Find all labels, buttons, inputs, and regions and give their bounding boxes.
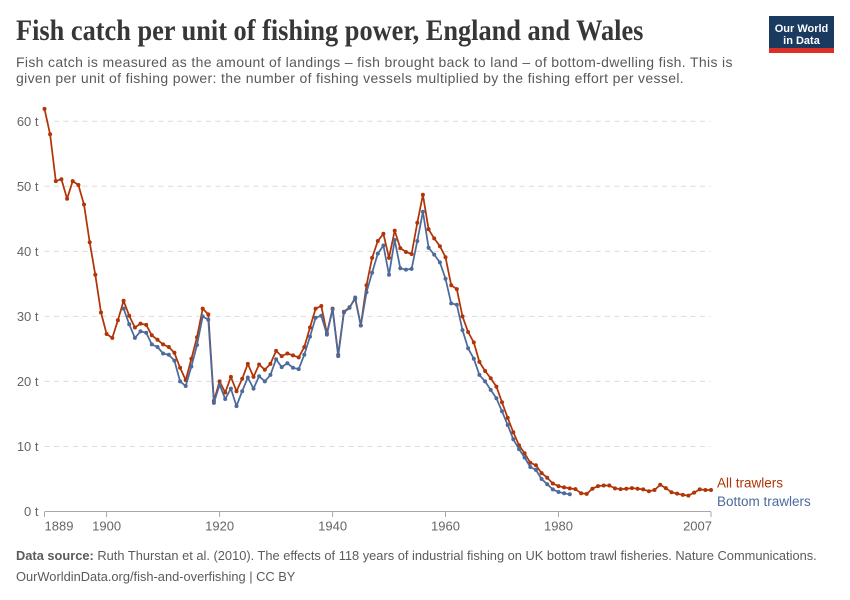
- svg-text:1889: 1889: [45, 519, 74, 534]
- svg-text:10 t: 10 t: [17, 439, 39, 454]
- svg-text:30 t: 30 t: [17, 309, 39, 324]
- svg-text:1960: 1960: [431, 519, 460, 534]
- svg-text:1900: 1900: [92, 519, 121, 534]
- svg-text:0 t: 0 t: [24, 504, 39, 519]
- svg-text:40 t: 40 t: [17, 244, 39, 259]
- svg-text:All trawlers: All trawlers: [717, 475, 783, 490]
- svg-text:1920: 1920: [205, 519, 234, 534]
- svg-text:1940: 1940: [318, 519, 347, 534]
- svg-text:50 t: 50 t: [17, 179, 39, 194]
- svg-text:60 t: 60 t: [17, 114, 39, 129]
- svg-text:1980: 1980: [544, 519, 573, 534]
- svg-text:Bottom trawlers: Bottom trawlers: [717, 494, 811, 509]
- svg-text:20 t: 20 t: [17, 374, 39, 389]
- svg-text:2007: 2007: [683, 519, 712, 534]
